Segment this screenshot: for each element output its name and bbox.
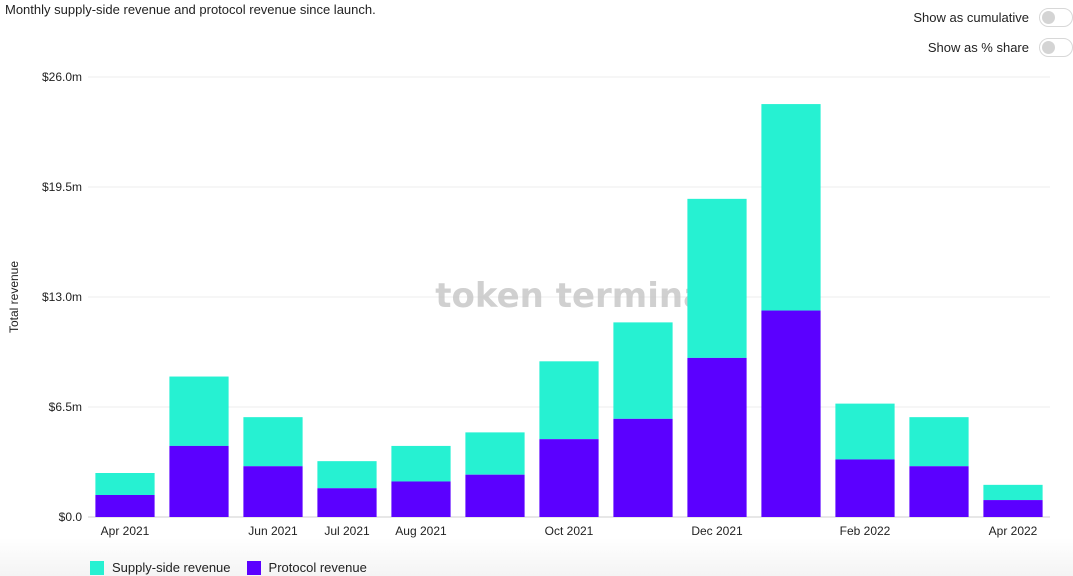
y-tick-label: $26.0m: [42, 70, 82, 84]
supply-bar: [539, 361, 599, 440]
supply-bar: [465, 432, 525, 475]
y-tick-label: $13.0m: [42, 290, 82, 304]
share-toggle[interactable]: [1039, 38, 1073, 57]
x-tick-label: Feb 2022: [840, 524, 891, 538]
chart-subtitle: Monthly supply-side revenue and protocol…: [5, 2, 376, 17]
protocol-bar: [835, 459, 895, 517]
supply-bar: [835, 403, 895, 460]
x-tick-label: Jul 2021: [324, 524, 370, 538]
supply-bar: [391, 445, 451, 482]
legend-item-supply[interactable]: Supply-side revenue: [90, 560, 231, 575]
share-control: Show as % share: [928, 38, 1073, 57]
protocol-bar: [687, 357, 747, 517]
x-tick-label: Dec 2021: [691, 524, 743, 538]
protocol-bar: [465, 474, 525, 517]
share-label: Show as % share: [927, 40, 1029, 55]
protocol-bar: [169, 445, 229, 517]
x-tick-label: Apr 2021: [101, 524, 150, 538]
x-tick-label: Jun 2021: [248, 524, 298, 538]
x-tick-label: Oct 2021: [545, 524, 594, 538]
protocol-bar: [317, 488, 377, 517]
supply-bar: [613, 322, 673, 419]
x-tick-label: Apr 2022: [989, 524, 1038, 538]
protocol-bar: [983, 500, 1043, 517]
revenue-chart: $0.0 $6.5m $13.0m $19.5m $26.0m Total revenue…: [7, 70, 1050, 538]
supply-bar: [243, 417, 303, 467]
protocol-swatch: [246, 560, 261, 575]
protocol-bar: [391, 481, 451, 517]
protocol-legend-label: Protocol revenue: [268, 560, 367, 575]
y-tick-label: $0.0: [59, 510, 83, 524]
supply-bar: [169, 376, 229, 446]
chart-legend: Supply-side revenue Protocol revenue: [90, 560, 367, 575]
supply-bar: [95, 473, 155, 495]
legend-item-protocol[interactable]: Protocol revenue: [246, 560, 367, 575]
y-tick-label: $6.5m: [49, 400, 82, 414]
y-tick-label: $19.5m: [42, 180, 82, 194]
x-tick-label: Aug 2021: [395, 524, 447, 538]
supply-bar: [687, 198, 747, 358]
supply-bar: [909, 417, 969, 467]
protocol-bar: [539, 439, 599, 517]
protocol-bar: [243, 466, 303, 517]
supply-swatch: [90, 560, 104, 575]
protocol-bar: [613, 418, 673, 517]
protocol-bar: [95, 495, 155, 517]
supply-bar: [317, 461, 377, 489]
watermark: token terminal_: [435, 276, 734, 316]
protocol-bar: [909, 466, 969, 517]
bottom-fade: [0, 538, 1073, 576]
protocol-bar: [761, 310, 821, 517]
supply-legend-label: Supply-side revenue: [112, 560, 231, 575]
cumulative-label: Show as cumulative: [913, 10, 1029, 25]
toggle-knob: [1042, 11, 1055, 24]
supply-bar: [983, 484, 1043, 501]
toggle-knob: [1042, 41, 1055, 54]
supply-bar: [761, 104, 821, 311]
y-axis-label: Total revenue: [7, 261, 21, 333]
